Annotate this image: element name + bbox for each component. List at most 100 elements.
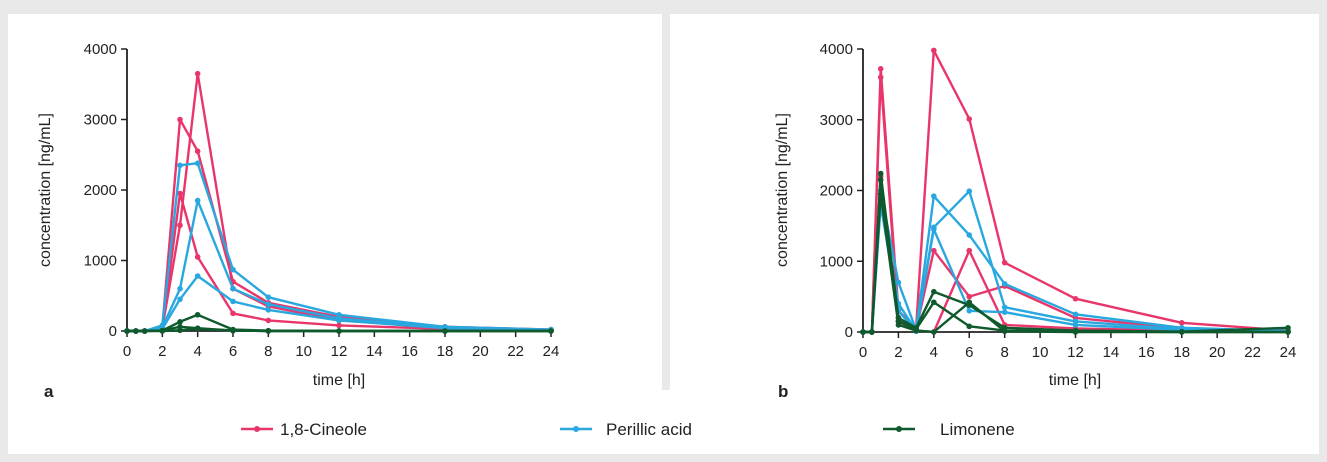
data-point-limonene	[895, 322, 902, 328]
legend-marker	[896, 426, 902, 432]
data-point-perillic	[336, 317, 342, 324]
legend-marker	[254, 426, 260, 432]
panel-label: a	[44, 382, 54, 401]
series-line-cineole-1	[863, 49, 1289, 334]
x-tick-label: 0	[123, 343, 131, 360]
data-point-limonene	[336, 328, 342, 334]
y-axis-title: concentration [ng/mL]	[774, 113, 791, 267]
x-tick-label: 20	[1209, 344, 1226, 361]
data-point-limonene	[1001, 328, 1008, 335]
data-point-perillic	[931, 193, 937, 199]
series-line-cineole-3	[127, 192, 552, 333]
data-point-perillic	[177, 162, 183, 169]
data-point-cineole	[877, 66, 884, 72]
x-tick-label: 14	[366, 343, 383, 360]
data-point-limonene	[1285, 324, 1291, 331]
y-tick-label: 1000	[84, 253, 117, 270]
data-point-perillic	[966, 232, 973, 238]
y-tick-label: 2000	[84, 182, 117, 199]
series-line-perillic-4	[863, 189, 1289, 334]
x-tick-label: 10	[295, 343, 312, 360]
data-point-cineole	[230, 310, 236, 317]
y-tick-label: 3000	[820, 112, 853, 129]
x-tick-label: 14	[1103, 344, 1120, 361]
data-point-limonene	[877, 170, 884, 177]
data-point-limonene	[124, 328, 130, 334]
data-point-limonene	[177, 327, 183, 334]
data-point-cineole	[177, 116, 183, 123]
data-point-limonene	[966, 323, 973, 330]
data-point-limonene	[869, 329, 875, 335]
data-point-perillic	[230, 285, 236, 292]
series-line-cineole-2	[863, 76, 1289, 334]
data-point-perillic	[1001, 309, 1008, 315]
data-point-cineole	[966, 293, 973, 300]
x-tick-label: 24	[543, 343, 560, 360]
legend-label: 1,8-Cineole	[280, 420, 367, 439]
data-point-limonene	[877, 191, 884, 197]
x-tick-label: 16	[401, 343, 418, 360]
y-tick-label: 0	[109, 323, 117, 340]
data-point-cineole	[1072, 295, 1079, 302]
data-point-perillic	[931, 226, 937, 233]
y-tick-label: 4000	[820, 41, 853, 58]
legend-item-cineole: 1,8-Cineole	[241, 420, 367, 439]
x-tick-label: 18	[437, 343, 454, 360]
data-point-cineole	[194, 148, 201, 155]
data-point-limonene	[548, 328, 554, 334]
legend-background	[8, 390, 1319, 454]
data-point-limonene	[442, 328, 448, 334]
data-point-limonene	[1285, 329, 1291, 335]
x-tick-label: 20	[472, 343, 489, 360]
data-point-perillic	[194, 197, 201, 204]
x-tick-label: 24	[1280, 344, 1297, 361]
legend-marker	[573, 426, 579, 432]
data-point-limonene	[1178, 329, 1185, 335]
data-point-cineole	[194, 70, 201, 77]
data-point-cineole	[336, 322, 342, 329]
legend-item-perillic: Perillic acid	[560, 420, 692, 439]
data-point-cineole	[966, 116, 973, 122]
x-axis-title: time [h]	[1049, 372, 1101, 389]
data-point-limonene	[141, 328, 148, 334]
data-point-perillic	[230, 266, 236, 273]
data-point-cineole	[1001, 259, 1008, 266]
x-tick-label: 12	[331, 343, 348, 360]
panel-label: b	[778, 382, 788, 401]
data-point-cineole	[265, 317, 272, 324]
y-tick-label: 2000	[820, 183, 853, 200]
data-point-perillic	[177, 285, 183, 292]
x-tick-label: 8	[1000, 344, 1008, 361]
data-point-limonene	[194, 311, 201, 318]
data-point-limonene	[931, 288, 937, 295]
data-point-cineole	[1178, 320, 1185, 326]
x-tick-label: 8	[264, 343, 272, 360]
data-point-perillic	[1072, 322, 1079, 328]
data-point-limonene	[230, 327, 236, 334]
data-point-cineole	[931, 247, 937, 254]
data-point-cineole	[194, 254, 201, 260]
data-point-perillic	[230, 298, 236, 305]
x-tick-label: 6	[229, 343, 237, 360]
data-point-cineole	[177, 190, 183, 197]
legend-item-limonene: Limonene	[883, 420, 1015, 439]
series-line-cineole-2	[127, 72, 552, 333]
data-point-limonene	[194, 326, 201, 332]
y-axis-title: concentration [ng/mL]	[37, 113, 54, 267]
x-tick-label: 2	[158, 343, 166, 360]
data-point-perillic	[265, 307, 272, 313]
data-point-cineole	[877, 74, 884, 81]
data-point-cineole	[177, 222, 183, 229]
data-point-limonene	[265, 328, 272, 334]
panel-a-background	[8, 14, 662, 390]
data-point-perillic	[265, 301, 272, 308]
legend-label: Perillic acid	[606, 420, 692, 439]
x-tick-label: 4	[930, 344, 938, 361]
series-line-cineole-1	[127, 118, 552, 333]
data-point-perillic	[194, 273, 201, 279]
x-axis-title: time [h]	[313, 372, 365, 389]
data-point-limonene	[931, 329, 937, 335]
x-tick-label: 16	[1138, 344, 1155, 361]
